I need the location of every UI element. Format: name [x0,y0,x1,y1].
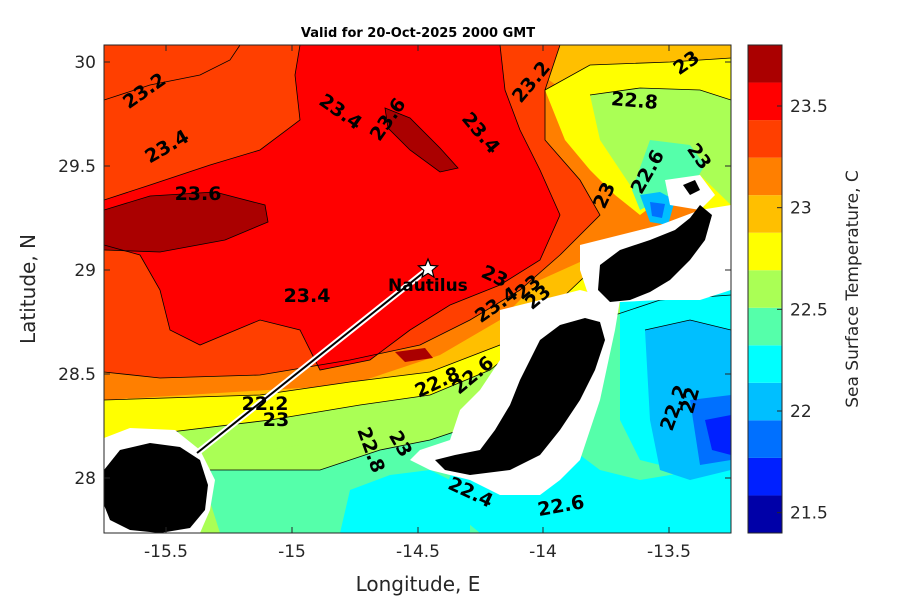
alegranza-island [683,180,700,195]
sst-band-22-2-sw [340,470,470,533]
x-tick-label: -13.5 [647,542,691,562]
sst-band-22-4-ne [632,140,705,210]
contour-label: 22.2 [242,393,289,415]
colorbar-swatch [748,157,782,196]
contour-label: 23.4 [284,285,331,307]
y-tick-label: 28.5 [58,365,96,385]
ship-track [195,266,430,456]
sst-band-21-6-e [705,415,731,455]
x-axis-label: Longitude, E [356,572,481,596]
colorbar-swatch [748,270,782,308]
map-title: Valid for 20-Oct-2025 2000 GMT [301,26,535,41]
y-tick-label: 29 [74,261,96,281]
ship-name-label: Nautilus [388,276,468,296]
colorbar-tick-label: 23.5 [790,97,828,117]
colorbar-tick-label: 23 [790,199,812,219]
x-tick-label: -15 [278,542,306,562]
colorbar-swatch [748,45,782,83]
land [104,180,712,533]
x-axis: -15.5 -15 -14.5 -14 -13.5 Longitude, E [144,45,691,596]
sst-band-22-6-patch [270,445,305,468]
lanzarote-island [598,205,712,302]
sst-band-23-6a [104,192,268,252]
gran-canaria-island [104,443,208,533]
colorbar-swatch [748,195,782,233]
x-tick-label: -14 [529,542,557,562]
sst-band-21-8-ne [650,202,665,218]
sst-band-23-6c [395,348,433,362]
contour-label: 22.8 [610,88,659,114]
colorbar-swatch [748,345,782,383]
ship-track-line [196,268,429,454]
map-area: Nautilus 23.2 23.4 23.6 23.4 23.6 23.4 2… [104,45,731,533]
colorbar-label: Sea Surface Temperature, C [843,170,863,408]
sst-band-23-6b [385,108,458,172]
colorbar-tick-label: 22 [790,402,812,422]
y-tick-label: 29.5 [58,157,96,177]
colorbar-ticks: 21.5 22 22.5 23 23.5 [777,97,828,524]
colorbar-swatch [748,495,782,533]
contour-label: 23 [263,409,289,431]
colorbar-frame [747,44,783,534]
colorbar-swatch [748,382,782,421]
y-tick-label: 30 [74,53,96,73]
contour-label: 23.6 [175,183,222,205]
x-tick-label: -15.5 [144,542,188,562]
ship-position-star-icon [416,257,440,279]
fuerteventura-island [435,318,605,475]
colorbar-swatch [748,307,782,346]
x-tick-label: -14.5 [396,542,440,562]
colorbar-tick-label: 21.5 [790,504,828,524]
y-tick-label: 28 [74,469,96,489]
y-axis: 28 28.5 29 29.5 30 Latitude, N [16,53,731,489]
sst-band-23-4 [104,45,560,370]
colorbar-swatch [748,120,782,158]
colorbar-swatch [748,232,782,271]
colorbar: 21.5 22 22.5 23 23.5 Sea Surface Temperature… [747,44,863,534]
colorbar-swatch [748,82,782,121]
colorbar-tick-label: 22.5 [790,300,828,320]
colorbar-swatches [748,45,782,533]
colorbar-swatch [748,420,782,458]
colorbar-swatch [748,457,782,496]
y-axis-label: Latitude, N [16,234,40,344]
